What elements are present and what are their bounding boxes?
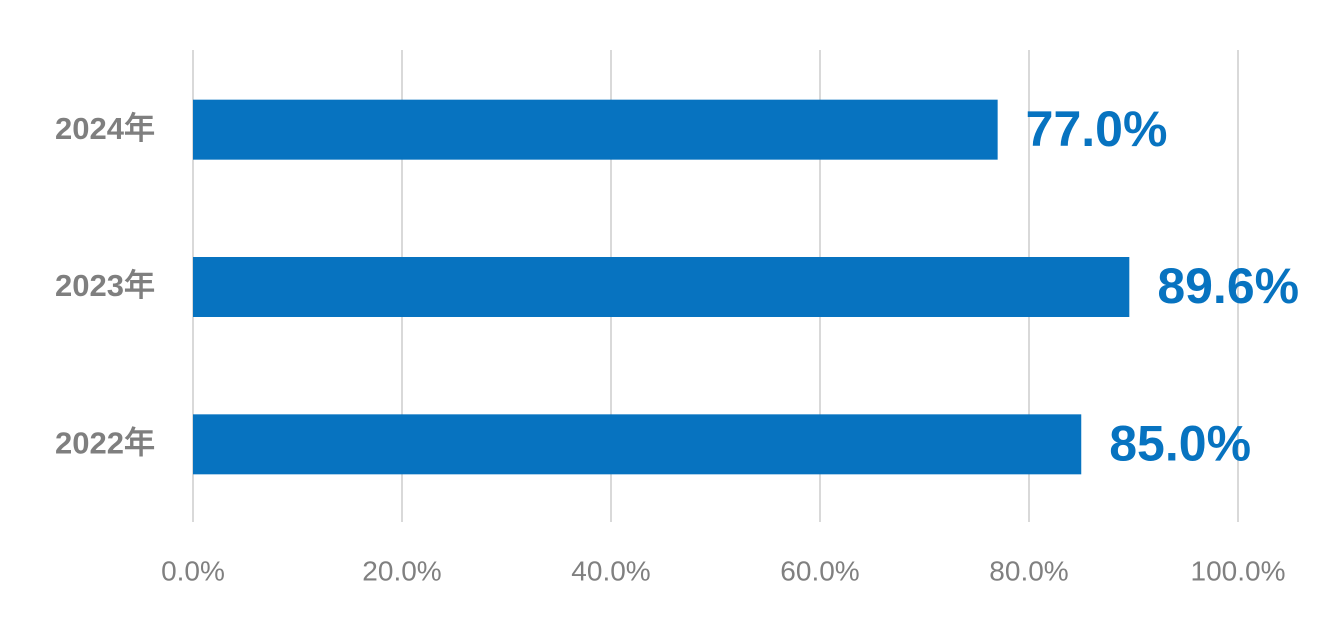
y-tick-label: 2023年 xyxy=(55,268,155,303)
x-tick-label: 20.0% xyxy=(362,555,441,586)
value-label: 77.0% xyxy=(1026,101,1168,157)
y-tick-label: 2024年 xyxy=(55,111,155,146)
x-tick-label: 100.0% xyxy=(1191,555,1286,586)
y-tick-label: 2022年 xyxy=(55,426,155,461)
value-label: 85.0% xyxy=(1109,416,1251,472)
bar xyxy=(193,99,998,160)
x-tick-label: 40.0% xyxy=(571,555,650,586)
x-tick-label: 0.0% xyxy=(161,555,225,586)
x-tick-label: 80.0% xyxy=(989,555,1068,586)
value-label: 89.6% xyxy=(1157,258,1299,314)
bar xyxy=(193,414,1082,475)
bar xyxy=(193,257,1130,317)
x-tick-label: 60.0% xyxy=(780,555,859,586)
